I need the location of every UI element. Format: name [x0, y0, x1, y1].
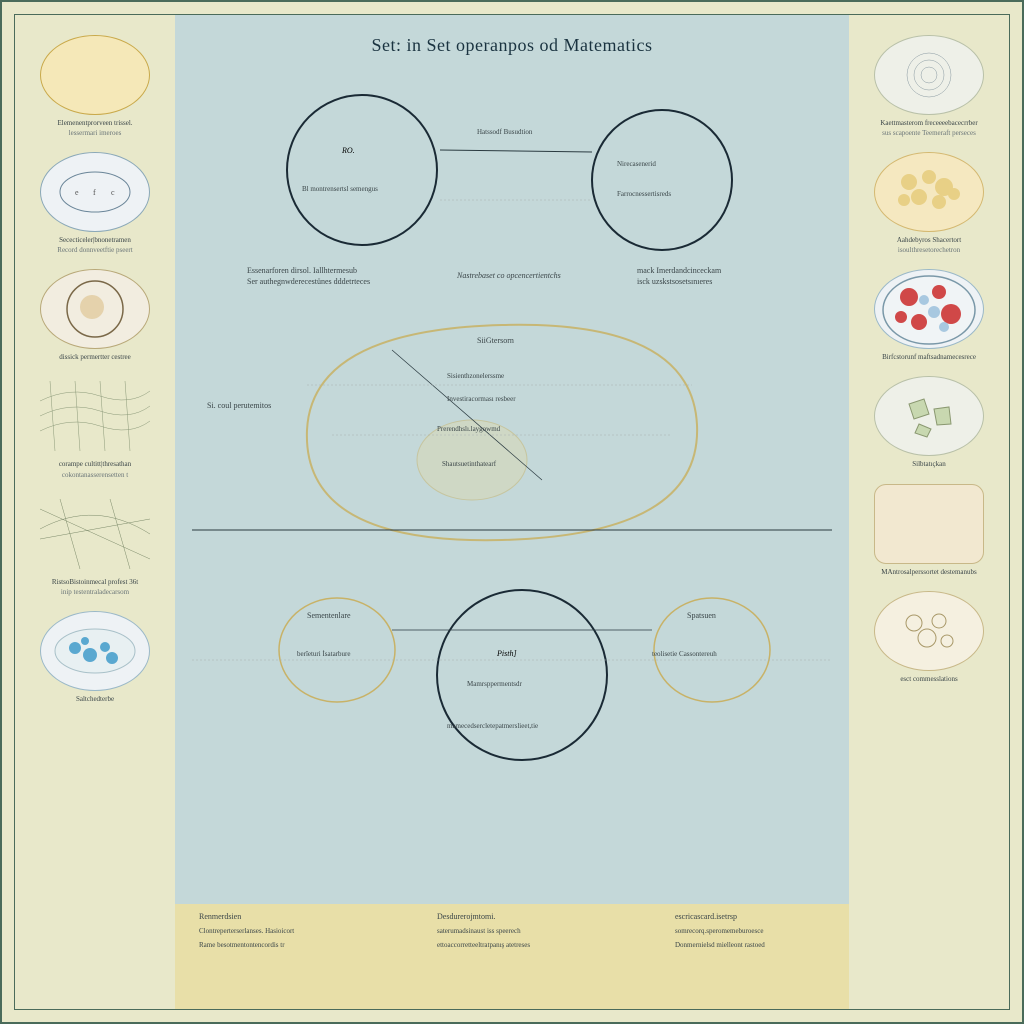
- mid-label: SiiGtersorn: [477, 335, 514, 346]
- left-thumb-3: corampe cultitt|thresathan cokontanasser…: [23, 376, 167, 479]
- thumb-visual: [874, 484, 984, 564]
- svg-text:c: c: [111, 188, 115, 197]
- thumb-caption: esct commesslations: [864, 675, 994, 684]
- thumb-caption: Kaettmasterom freceeeebacecrrber sus sca…: [864, 119, 994, 138]
- inner-border: Elemenentprorveen trissel. lessermari im…: [14, 14, 1010, 1010]
- thumb-visual: [40, 494, 150, 574]
- node-sublabel: Farrocnessertisreds: [617, 190, 671, 200]
- left-thumb-5: Saltchedterbe: [23, 611, 167, 704]
- mid-label: Investiracorması resbeer: [447, 395, 516, 405]
- bot-mid-label: Pisth]: [497, 648, 517, 659]
- right-column: Kaettmasterom freceeeebacecrrber sus sca…: [849, 15, 1009, 1009]
- left-thumb-2: dissick permertter cestree: [23, 269, 167, 362]
- bottom-col-1: Desdurerojmtomi. saterumadsinaust iss sp…: [437, 912, 587, 949]
- bot-label: Spatsuen: [687, 610, 716, 621]
- thumb-visual: [874, 591, 984, 671]
- thumb-caption: Sececticeler|bnonetramen Record donnveet…: [30, 236, 160, 255]
- thumb-visual: efc: [40, 152, 150, 232]
- svg-text:f: f: [93, 188, 96, 197]
- thumb-caption: RistsoBistoinmecal profest 36t inip test…: [30, 578, 160, 597]
- section-caption: Essenarforen dirsol. Iallhtermesub Ser a…: [247, 265, 370, 287]
- thumb-visual: [874, 35, 984, 115]
- thumb-visual: [40, 35, 150, 115]
- mid-label: Sisienthzonelerssme: [447, 372, 504, 382]
- diagram-section-bot: Sementenlare Spatsuen Pisth] berīeturi İ…: [187, 550, 837, 790]
- poster-title: Set: in Set operanpos od Matematics: [187, 27, 837, 60]
- right-thumb-3: Silbtatıçkan: [857, 376, 1001, 469]
- right-thumb-1: Aahdebyros Shacertort isoulthresetoreche…: [857, 152, 1001, 255]
- thumb-caption: corampe cultitt|thresathan cokontanasser…: [30, 460, 160, 479]
- poster-canvas: Elemenentprorveen trissel. lessermari im…: [0, 0, 1024, 1024]
- thumb-caption: dissick permertter cestree: [30, 353, 160, 362]
- thumb-caption: Saltchedterbe: [30, 695, 160, 704]
- bot-label: berīeturi İsatarbure: [297, 650, 350, 660]
- node-sublabel: Nirecasenerid: [617, 160, 656, 170]
- mid-side-label: Si. coul perutemitos: [207, 400, 271, 411]
- thumb-visual: [874, 376, 984, 456]
- thumb-visual: [40, 269, 150, 349]
- thumb-caption: Elemenentprorveen trissel. lessermari im…: [30, 119, 160, 138]
- main-diagram-area: Set: in Set operanpos od Matematics RO. …: [175, 15, 849, 904]
- thumb-caption: Birfcstorunf maftsadnamecesrece: [864, 353, 994, 362]
- svg-text:e: e: [75, 188, 79, 197]
- section-caption-center: Nastrebaset co opcencertientchs: [457, 270, 561, 281]
- thumb-caption: MAntrosalperssortet destemanubs: [864, 568, 994, 577]
- thumb-caption: Aahdebyros Shacertort isoulthresetoreche…: [864, 236, 994, 255]
- mid-label: Shautsuetinthatearf: [442, 460, 496, 470]
- right-thumb-5: esct commesslations: [857, 591, 1001, 684]
- left-thumb-4: RistsoBistoinmecal profest 36t inip test…: [23, 494, 167, 597]
- bottom-text-area: Renmerdsien Clontreperterserlanses. Hasi…: [175, 904, 849, 1009]
- left-column: Elemenentprorveen trissel. lessermari im…: [15, 15, 175, 1009]
- right-thumb-2: Birfcstorunf maftsadnamecesrece: [857, 269, 1001, 362]
- thumb-caption: Silbtatıçkan: [864, 460, 994, 469]
- bottom-col-2: escricascard.isetrsp somrecorq.speromeme…: [675, 912, 825, 949]
- right-thumb-0: Kaettmasterom freceeeebacecrrber sus sca…: [857, 35, 1001, 138]
- node-sublabel: Bl montrensertsl semengus: [302, 185, 378, 195]
- connector-label: Hatssodf Busudtion: [477, 128, 532, 138]
- bot-label: Mamrsppermentsdr: [467, 680, 522, 690]
- bot-label: teolisetie Cassontereuh: [652, 650, 717, 660]
- left-thumb-0: Elemenentprorveen trissel. lessermari im…: [23, 35, 167, 138]
- diagram-section-top: RO. Bl montrensertsl semengus Hatssodf B…: [187, 60, 837, 300]
- diagram-section-mid: SiiGtersorn Sisienthzonelerssme Investir…: [187, 300, 837, 550]
- bottom-col-0: Renmerdsien Clontreperterserlanses. Hasi…: [199, 912, 349, 949]
- thumb-visual: [874, 269, 984, 349]
- bot-label: Sementenlare: [307, 610, 351, 621]
- mid-label: Prerendhslı.laygowmd: [437, 425, 500, 435]
- thumb-visual: [40, 376, 150, 456]
- node-label-left: RO.: [342, 145, 355, 156]
- left-thumb-1: e f c Sececticeler|bnonetramen Record donn…: [23, 152, 167, 255]
- section-caption: mack Imerdandcinceckam isck uzskstsosets…: [637, 265, 721, 287]
- thumb-visual: [40, 611, 150, 691]
- bot-label: mamecedsercletepatmerslieet,tie: [447, 722, 538, 732]
- thumb-visual: [874, 152, 984, 232]
- right-thumb-4: MAntrosalperssortet destemanubs: [857, 484, 1001, 577]
